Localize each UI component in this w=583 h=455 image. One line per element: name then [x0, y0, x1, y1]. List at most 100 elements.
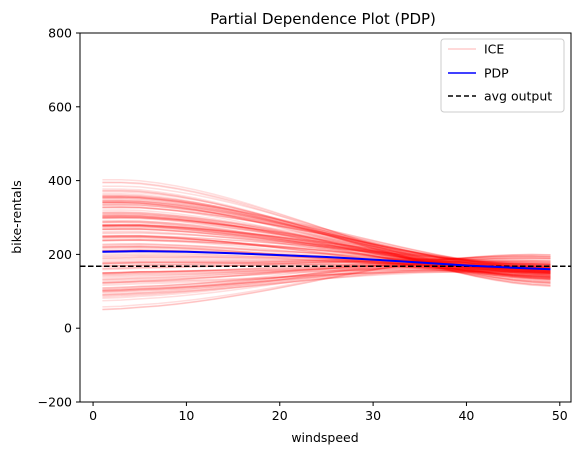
ice-line [102, 202, 551, 281]
y-tick-label: 0 [64, 321, 72, 336]
ice-line [102, 234, 551, 267]
ice-line [102, 261, 551, 273]
y-axis-title: bike-rentals [9, 180, 24, 253]
ice-line [102, 201, 551, 276]
ice-line [102, 268, 551, 292]
ice-line [102, 200, 551, 276]
ice-line [102, 255, 551, 272]
ice-line [102, 230, 551, 276]
y-tick-label: 800 [48, 26, 72, 41]
plot-frame [79, 32, 572, 403]
ice-line [102, 193, 551, 285]
ice-line [102, 194, 551, 277]
x-tick-label: 30 [365, 408, 381, 423]
ice-line [102, 223, 551, 270]
ice-line [102, 254, 551, 273]
ice-line [102, 269, 551, 275]
ice-line [102, 196, 551, 279]
ice-line [102, 253, 551, 311]
ice-line [102, 196, 551, 273]
ice-line [102, 245, 551, 268]
ice-line [102, 262, 551, 281]
ice-line [102, 251, 551, 277]
ice-line [102, 239, 551, 277]
ice-line [102, 217, 551, 274]
ice-line [102, 260, 551, 284]
ice-line [102, 221, 551, 275]
x-tick-label: 40 [458, 408, 474, 423]
y-tick-label: 600 [48, 99, 72, 114]
ice-line [102, 206, 551, 270]
ice-line [102, 266, 551, 282]
ice-line [102, 259, 551, 292]
ice-line [102, 239, 551, 265]
ice-line [102, 220, 551, 267]
ice-line [102, 206, 551, 270]
ice-line [102, 266, 551, 297]
ice-line [102, 260, 551, 279]
y-tick-label: 200 [48, 247, 72, 262]
ice-line [102, 231, 551, 270]
ice-line [102, 232, 551, 266]
ice-line [102, 191, 551, 280]
y-tick-label: 400 [48, 173, 72, 188]
ice-line [102, 224, 551, 271]
ice-line [102, 254, 551, 308]
ice-line [102, 214, 551, 275]
ice-line [102, 239, 551, 268]
x-axis-title: windspeed [291, 430, 358, 445]
ice-line [102, 245, 551, 278]
ice-line [102, 260, 551, 283]
ice-line [102, 228, 551, 273]
ice-line [102, 237, 551, 273]
ice-line [102, 211, 551, 278]
pdp-line-group [102, 250, 551, 271]
ice-line [102, 185, 551, 281]
ice-line [102, 262, 551, 289]
ice-line [102, 262, 551, 274]
ice-line [102, 260, 551, 268]
ice-line [102, 225, 551, 278]
pdp-line [102, 250, 551, 271]
ice-line [102, 205, 551, 284]
ice-line [102, 253, 551, 272]
ice-line [102, 270, 551, 293]
ice-line [102, 201, 551, 284]
ice-line [102, 245, 551, 279]
ice-line [102, 200, 551, 272]
ice-line [102, 216, 551, 271]
ice-line [102, 221, 551, 280]
ice-line [102, 255, 551, 295]
x-tick-label: 50 [552, 408, 568, 423]
ice-line [102, 203, 551, 272]
legend: ICE PDP avg output [440, 38, 565, 113]
ice-line [102, 255, 551, 290]
x-tick-label: 0 [89, 408, 97, 423]
ice-line [102, 225, 551, 274]
ice-line [102, 189, 551, 286]
ice-line [102, 235, 551, 279]
ice-line [102, 203, 551, 270]
ice-line [102, 201, 551, 272]
ice-line [102, 257, 551, 276]
ice-line [102, 255, 551, 298]
ice-line [102, 269, 551, 286]
ice-line [102, 194, 551, 282]
ice-line [102, 181, 551, 284]
ice-line [102, 189, 551, 284]
legend-pdp-label: PDP [484, 66, 509, 81]
legend-avg-label: avg output [484, 89, 552, 104]
ice-line [102, 195, 551, 271]
ice-line [102, 253, 551, 310]
ice-line [102, 262, 551, 280]
ice-line [102, 255, 551, 294]
ice-line [102, 212, 551, 283]
ice-line [102, 214, 551, 269]
ice-line [102, 257, 551, 302]
y-tick-label: −200 [38, 395, 72, 410]
ice-line [102, 220, 551, 276]
ice-line [102, 224, 551, 268]
ice-line [102, 256, 551, 284]
ice-line [102, 196, 551, 282]
ice-line [102, 197, 551, 270]
